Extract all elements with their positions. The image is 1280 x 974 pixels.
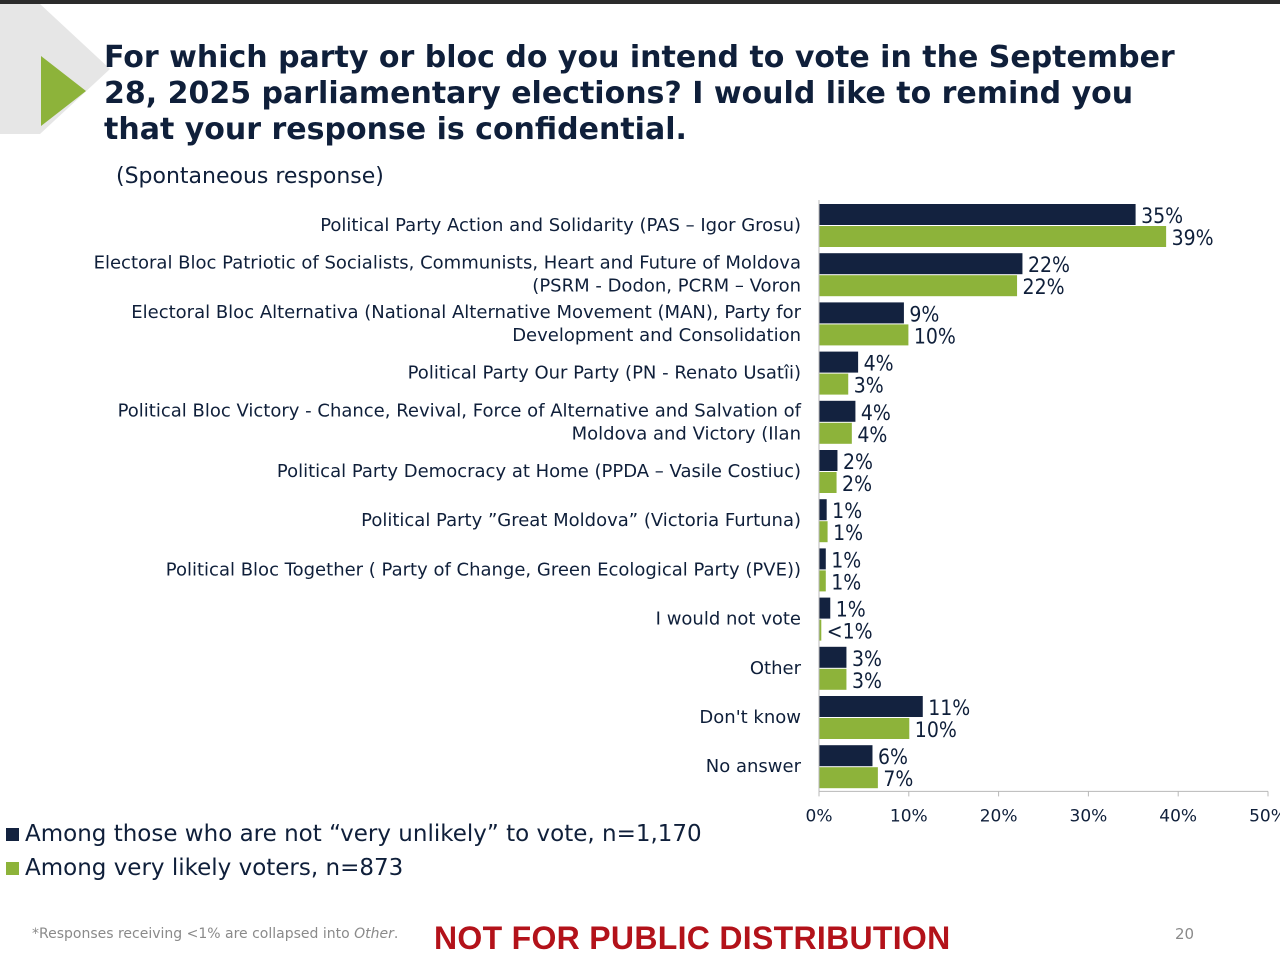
bar-series-1 bbox=[819, 400, 856, 422]
data-label-series-2: 3% bbox=[854, 374, 884, 398]
legend-label-series-2: Among very likely voters, n=873 bbox=[25, 855, 404, 881]
bar-series-2 bbox=[819, 226, 1167, 247]
category-label-line: Political Bloc Together ( Party of Chang… bbox=[166, 559, 801, 580]
data-label-series-2: 10% bbox=[914, 324, 956, 348]
bar-series-2 bbox=[819, 521, 828, 543]
bar-series-2 bbox=[819, 570, 826, 592]
data-label-series-2: 10% bbox=[915, 718, 957, 742]
data-label-series-1: 22% bbox=[1028, 253, 1070, 277]
bar-series-2 bbox=[819, 422, 852, 444]
category-label: Political Bloc Together ( Party of Chang… bbox=[166, 559, 801, 580]
x-tick-label: 50% bbox=[1249, 806, 1280, 826]
data-label-series-2: 1% bbox=[833, 521, 863, 545]
category-label: Political Party Action and Solidarity (P… bbox=[320, 215, 801, 236]
data-label-series-1: 35% bbox=[1141, 204, 1183, 228]
category-label-line: Political Bloc Victory - Chance, Revival… bbox=[118, 400, 802, 421]
data-label-series-2: 39% bbox=[1172, 226, 1214, 250]
data-label-series-1: 11% bbox=[928, 696, 970, 720]
bar-series-1 bbox=[819, 204, 1136, 225]
category-label-line: (PSRM - Dodon, PCRM – Voron bbox=[532, 276, 801, 297]
decorative-corner bbox=[0, 4, 110, 134]
data-label-series-1: 1% bbox=[831, 548, 861, 572]
legend-swatch-series-1 bbox=[6, 827, 19, 841]
bar-series-2 bbox=[819, 324, 909, 346]
bar-chart: Political Party Action and Solidarity (P… bbox=[94, 200, 1280, 826]
data-label-series-2: 2% bbox=[842, 472, 872, 496]
data-label-series-2: 7% bbox=[883, 767, 913, 791]
slide-subtitle: (Spontaneous response) bbox=[116, 164, 384, 189]
category-label: Other bbox=[750, 658, 802, 679]
category-label: Electoral Bloc Alternativa (National Alt… bbox=[131, 302, 801, 346]
x-tick-label: 40% bbox=[1159, 806, 1197, 826]
bar-series-2 bbox=[819, 718, 910, 739]
category-label-line: Electoral Bloc Alternativa (National Alt… bbox=[131, 302, 801, 323]
data-label-series-1: 4% bbox=[861, 401, 891, 425]
data-label-series-1: 4% bbox=[864, 352, 894, 376]
distribution-stamp: NOT FOR PUBLIC DISTRIBUTION bbox=[434, 920, 951, 956]
green-arrow-icon bbox=[41, 56, 86, 126]
footnote: *Responses receiving <1% are collapsed i… bbox=[32, 926, 398, 942]
bar-series-1 bbox=[819, 499, 827, 521]
footnote-italic: Other bbox=[354, 926, 394, 942]
category-label-line: Political Party Our Party (PN - Renato U… bbox=[408, 363, 801, 384]
category-label: Political Party Democracy at Home (PPDA … bbox=[277, 461, 801, 482]
category-label-line: Political Party Democracy at Home (PPDA … bbox=[277, 461, 801, 482]
category-label-line: I would not vote bbox=[656, 609, 801, 630]
legend-item-series-2: Among very likely voters, n=873 bbox=[6, 855, 403, 881]
x-tick-label: 0% bbox=[806, 806, 833, 826]
bar-series-1 bbox=[819, 696, 923, 717]
data-label-series-1: 9% bbox=[909, 302, 939, 326]
x-tick-label: 20% bbox=[980, 806, 1018, 826]
bar-series-1 bbox=[819, 302, 904, 324]
legend-swatch-series-2 bbox=[6, 861, 19, 875]
data-label-series-2: 1% bbox=[831, 570, 861, 594]
category-label-line: Development and Consolidation bbox=[512, 325, 801, 346]
data-label-series-1: 3% bbox=[852, 647, 882, 671]
data-label-series-2: 22% bbox=[1023, 275, 1065, 299]
category-label-line: Electoral Bloc Patriotic of Socialists, … bbox=[94, 253, 801, 274]
bar-series-1 bbox=[819, 646, 847, 668]
bar-series-1 bbox=[819, 351, 859, 373]
footnote-text: *Responses receiving <1% are collapsed i… bbox=[32, 926, 355, 942]
bar-series-2 bbox=[819, 373, 849, 395]
legend-label-series-1: Among those who are not “very unlikely” … bbox=[25, 821, 702, 847]
legend-item-series-1: Among those who are not “very unlikely” … bbox=[6, 821, 702, 847]
data-label-series-1: 1% bbox=[832, 499, 862, 523]
data-label-series-1: 2% bbox=[843, 450, 873, 474]
category-label-line: Political Party ”Great Moldova” (Victori… bbox=[361, 510, 801, 531]
category-label-line: Political Party Action and Solidarity (P… bbox=[320, 215, 801, 236]
category-label: Political Party Our Party (PN - Renato U… bbox=[408, 363, 801, 384]
bar-series-1 bbox=[819, 548, 826, 570]
category-label: Political Party ”Great Moldova” (Victori… bbox=[361, 510, 801, 531]
category-label-line: Don't know bbox=[699, 707, 801, 728]
category-label: I would not vote bbox=[656, 609, 801, 630]
category-label-line: No answer bbox=[706, 756, 802, 777]
bar-series-1 bbox=[819, 597, 831, 619]
footnote-end: . bbox=[393, 926, 399, 942]
category-label-line: Moldova and Victory (Ilan bbox=[572, 423, 801, 444]
bar-series-1 bbox=[819, 450, 838, 471]
data-label-series-1: 1% bbox=[836, 598, 866, 622]
top-border bbox=[0, 0, 1280, 4]
category-label-line: Other bbox=[750, 658, 802, 679]
bar-series-2 bbox=[819, 275, 1018, 297]
x-tick-label: 10% bbox=[890, 806, 928, 826]
data-label-series-2: <1% bbox=[827, 620, 873, 644]
data-label-series-2: 3% bbox=[852, 669, 882, 693]
category-label: Electoral Bloc Patriotic of Socialists, … bbox=[94, 253, 801, 297]
bar-series-2 bbox=[819, 668, 847, 690]
category-label: Don't know bbox=[699, 707, 801, 728]
bar-series-2 bbox=[819, 619, 822, 641]
category-label: Political Bloc Victory - Chance, Revival… bbox=[118, 400, 802, 444]
bar-series-1 bbox=[819, 745, 873, 767]
slide-title: For which party or bloc do you intend to… bbox=[104, 40, 1175, 147]
category-label: No answer bbox=[706, 756, 802, 777]
bar-series-1 bbox=[819, 253, 1023, 275]
data-label-series-1: 6% bbox=[878, 745, 908, 769]
page-number: 20 bbox=[1175, 925, 1195, 943]
bar-series-2 bbox=[819, 767, 878, 789]
bar-series-2 bbox=[819, 472, 837, 493]
x-tick-label: 30% bbox=[1070, 806, 1108, 826]
data-label-series-2: 4% bbox=[857, 423, 887, 447]
